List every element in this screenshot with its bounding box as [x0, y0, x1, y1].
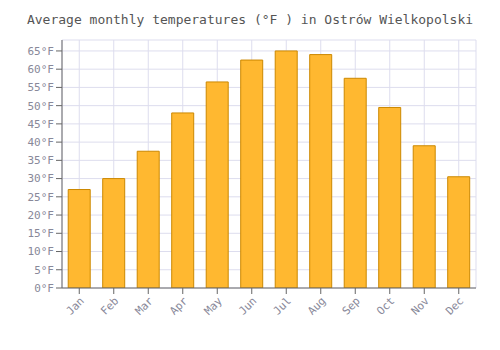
svg-text:60°F: 60°F [28, 63, 55, 76]
html-text:Average monthly temperatures (: Average monthly temperatures (°F ) in Os… [26, 12, 474, 27]
svg-text:20°F: 20°F [28, 209, 55, 222]
svg-text:Jan: Jan [64, 294, 87, 317]
svg-text:Oct: Oct [374, 294, 397, 317]
svg-text:30°F: 30°F [28, 172, 55, 185]
svg-text:Aug: Aug [305, 294, 328, 317]
svg-text:10°F: 10°F [28, 245, 55, 258]
svg-text:0°F: 0°F [34, 282, 54, 295]
svg-text:Dec: Dec [443, 294, 466, 317]
svg-text:35°F: 35°F [28, 154, 55, 167]
svg-text:Jul: Jul [271, 294, 294, 317]
svg-text:50°F: 50°F [28, 100, 55, 113]
svg-text:40°F: 40°F [28, 136, 55, 149]
svg-text:65°F: 65°F [28, 45, 55, 58]
svg-text:May: May [202, 294, 226, 318]
svg-text:Sep: Sep [340, 294, 363, 317]
svg-text:Nov: Nov [409, 294, 433, 318]
svg-text:Apr: Apr [167, 294, 191, 318]
svg-text:Jun: Jun [236, 294, 259, 317]
svg-text:Feb: Feb [98, 294, 121, 317]
svg-text:55°F: 55°F [28, 81, 55, 94]
svg-text:25°F: 25°F [28, 191, 55, 204]
svg-text:45°F: 45°F [28, 118, 55, 131]
svg-text:15°F: 15°F [28, 227, 55, 240]
svg-text:Mar: Mar [133, 294, 157, 318]
svg-text:5°F: 5°F [34, 264, 54, 277]
